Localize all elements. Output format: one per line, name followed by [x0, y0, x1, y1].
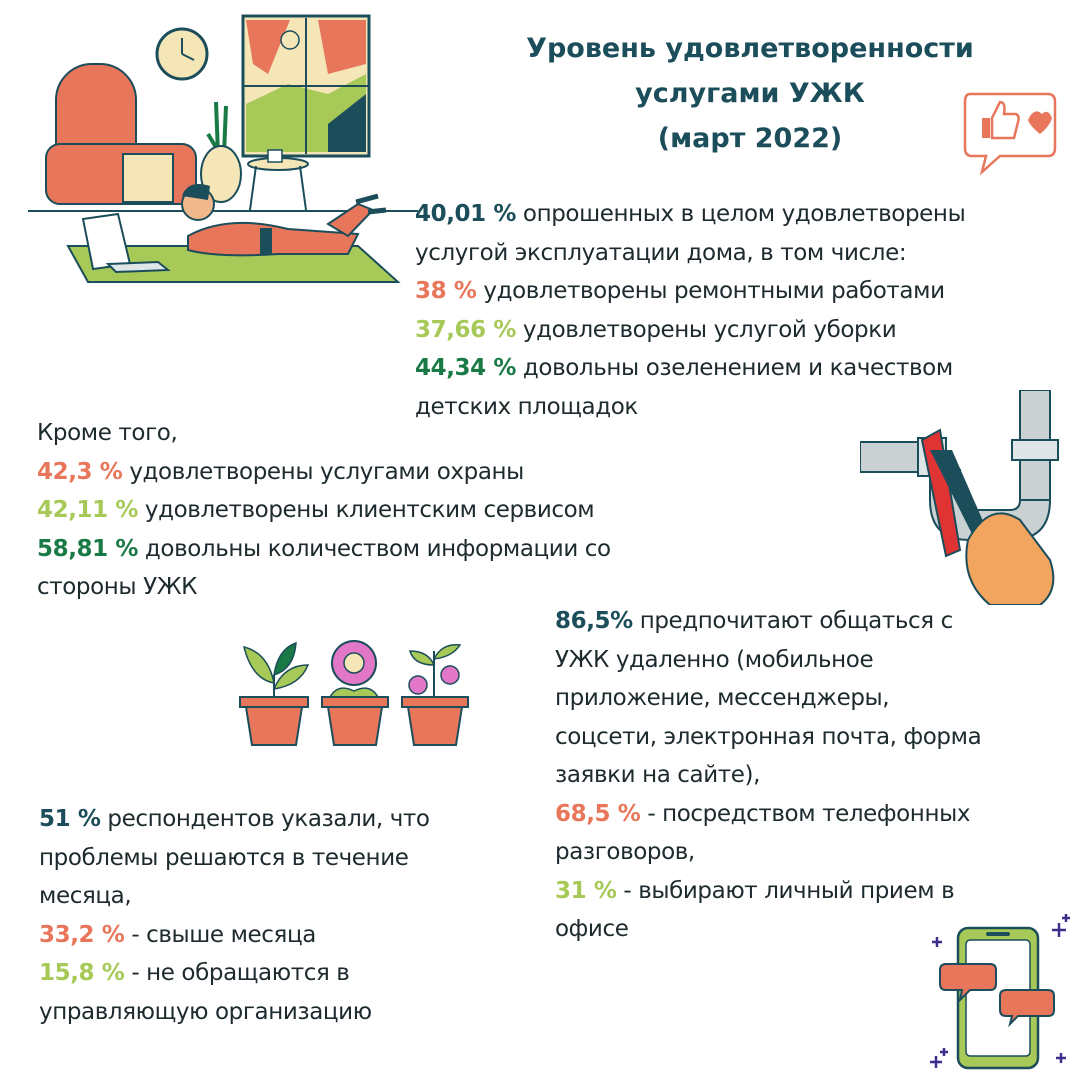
line-text: удовлетворены услугами охраны	[122, 458, 524, 485]
text-line: соцсети, электронная почта, форма	[555, 723, 982, 750]
line-text: предпочитают общаться с	[632, 608, 954, 634]
like-heart-bubble-icon	[963, 92, 1057, 176]
percent-value: 42,11 %	[37, 497, 139, 523]
line-text: довольны озеленением и качеством	[516, 355, 953, 381]
line-text: - не обращаются в	[124, 960, 350, 986]
text-line: 44,34 % довольны озеленением и качеством	[415, 349, 965, 388]
percent-value: 33,2 %	[39, 921, 125, 948]
percent-value: 58,81 %	[37, 535, 139, 562]
percent-value: 31 %	[555, 877, 617, 904]
problem-resolution-block: 51 % респондентов указали, что проблемы …	[39, 800, 430, 1031]
living-room-illustration	[28, 14, 418, 283]
text-line: 58,81 % довольны количеством информации …	[37, 530, 611, 569]
text-line: разговоров,	[555, 839, 695, 865]
text-line: 42,11 % удовлетворены клиентским сервисо…	[37, 491, 611, 530]
title-line-3: (март 2022)	[657, 123, 843, 154]
text-line: Кроме того,	[37, 420, 178, 446]
text-line: приложение, мессенджеры,	[555, 685, 890, 711]
text-line: проблемы решаются в течение	[39, 844, 409, 871]
percent-value: 38 %	[415, 278, 477, 304]
text-line: стороны УЖК	[37, 574, 198, 600]
text-line: месяца,	[39, 883, 132, 909]
percent-value: 51 %	[39, 806, 101, 832]
line-text: респондентов указали, что	[100, 806, 430, 832]
satisfaction-block: 40,01 % опрошенных в целом удовлетворены…	[415, 195, 966, 426]
text-line: 33,2 % - свыше месяца	[39, 916, 430, 955]
text-line: управляющую организацию	[39, 998, 372, 1025]
page-title: Уровень удовлетворенности услугами УЖК (…	[450, 26, 1050, 161]
text-line: 68,5 % - посредством телефонных	[555, 795, 981, 834]
text-line: 37,66 % удовлетворены услугой уборки	[415, 311, 965, 350]
text-line: 40,01 % опрошенных в целом удовлетворены	[415, 195, 966, 234]
percent-value: 44,34 %	[415, 355, 517, 381]
text-line: услугой эксплуатации дома, в том числе:	[415, 239, 907, 266]
line-text: - выбирают личный прием в	[616, 877, 955, 904]
text-line: 15,8 % - не обращаются в	[39, 954, 430, 993]
line-text: довольны количеством информации со	[138, 535, 611, 562]
percent-value: 40,01 %	[415, 201, 517, 227]
additional-services-block: Кроме того, 42,3 % удовлетворены услугам…	[37, 414, 611, 607]
line-text: - свыше месяца	[124, 921, 316, 948]
text-line: заявки на сайте),	[555, 762, 761, 788]
text-line: 42,3 % удовлетворены услугами охраны	[37, 453, 611, 492]
text-line: 31 % - выбирают личный прием в	[555, 872, 981, 911]
text-line: детских площадок	[415, 393, 638, 420]
percent-value: 68,5 %	[555, 800, 641, 827]
title-line-1: Уровень удовлетворенности	[526, 33, 974, 64]
percent-value: 42,3 %	[37, 458, 123, 485]
percent-value: 15,8 %	[39, 960, 125, 986]
pipe-wrench-illustration	[860, 390, 1059, 605]
communication-block: 86,5% предпочитают общаться с УЖК удален…	[555, 602, 982, 949]
line-text: опрошенных в целом удовлетворены	[516, 201, 966, 227]
text-line: 38 % удовлетворены ремонтными работами	[415, 272, 965, 311]
title-line-2: услугами УЖК	[635, 78, 865, 109]
line-text: удовлетворены ремонтными работами	[476, 278, 945, 304]
line-text: - посредством телефонных	[640, 800, 971, 827]
text-line: 86,5% предпочитают общаться с	[555, 602, 981, 641]
flower-pots-illustration	[239, 640, 469, 746]
phone-chat-illustration	[930, 914, 1070, 1070]
percent-value: 37,66 %	[415, 316, 517, 343]
text-line: 51 % респондентов указали, что	[39, 800, 430, 839]
percent-value: 86,5%	[555, 608, 633, 634]
line-text: удовлетворены клиентским сервисом	[138, 497, 595, 523]
line-text: удовлетворены услугой уборки	[516, 316, 897, 343]
text-line: офисе	[555, 916, 629, 942]
text-line: УЖК удаленно (мобильное	[555, 646, 874, 673]
